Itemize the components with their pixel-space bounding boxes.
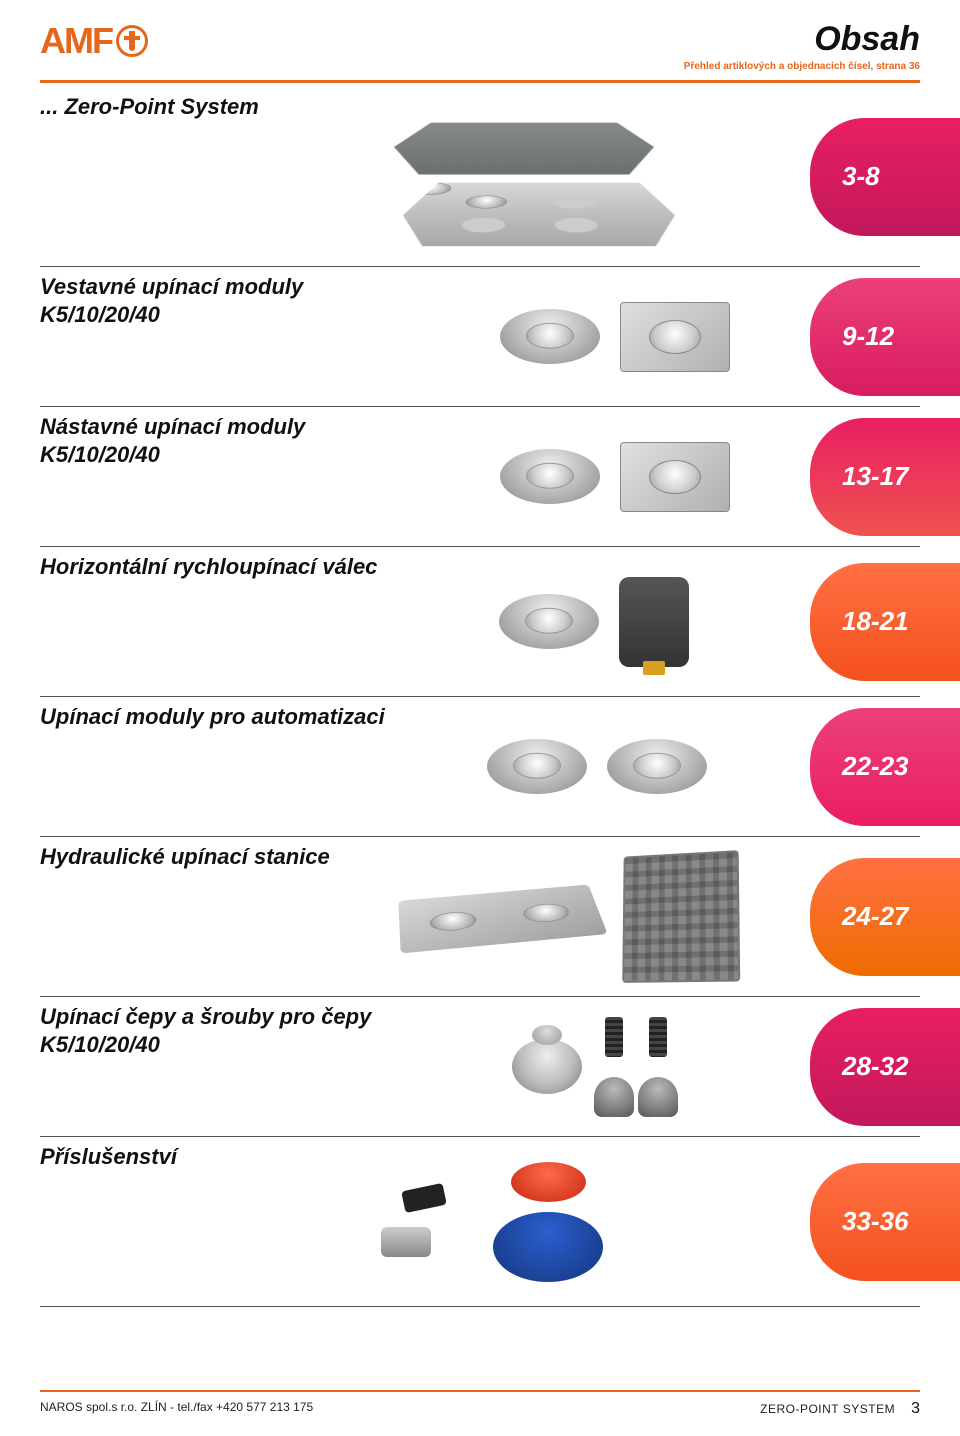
section-label: Upínací moduly pro automatizaci: [40, 697, 385, 731]
section-illustration: [177, 1137, 920, 1306]
sections-container: ... Zero-Point System3-8Vestavné upínací…: [40, 87, 920, 1307]
logo-bolt-icon: [116, 25, 148, 57]
toc-section: Upínací čepy a šrouby pro čepy K5/10/20/…: [40, 997, 920, 1137]
page-range-tab: 22-23: [810, 708, 960, 826]
page-range-tab: 33-36: [810, 1163, 960, 1281]
page: AMF Obsah Přehled artiklových a objednac…: [0, 0, 960, 1436]
page-range-tab: 3-8: [810, 118, 960, 236]
page-range-tab: 18-21: [810, 563, 960, 681]
toc-section: Horizontální rychloupínací válec18-21: [40, 547, 920, 697]
header-row: AMF Obsah Přehled artiklových a objednac…: [40, 20, 920, 72]
section-label: Upínací čepy a šrouby pro čepy K5/10/20/…: [40, 997, 371, 1058]
title-block: Obsah Přehled artiklových a objednacích …: [684, 20, 920, 72]
section-label: Vestavné upínací moduly K5/10/20/40: [40, 267, 420, 328]
toc-section: Příslušenství33-36: [40, 1137, 920, 1307]
page-range-tab: 28-32: [810, 1008, 960, 1126]
toc-section: ... Zero-Point System3-8: [40, 87, 920, 267]
page-subtitle: Přehled artiklových a objednacích čísel,…: [684, 61, 920, 72]
footer: NAROS spol.s r.o. ZLÍN - tel./fax +420 5…: [40, 1390, 920, 1418]
logo-text: AMF: [40, 20, 112, 62]
page-range-tab: 13-17: [810, 418, 960, 536]
brand-logo: AMF: [40, 20, 148, 62]
section-label: Horizontální rychloupínací válec: [40, 547, 377, 581]
footer-right: ZERO-POINT SYSTEM 3: [760, 1400, 920, 1418]
section-label: ... Zero-Point System: [40, 87, 259, 121]
footer-page-number: 3: [911, 1400, 920, 1418]
footer-left: NAROS spol.s r.o. ZLÍN - tel./fax +420 5…: [40, 1400, 313, 1418]
section-label: Příslušenství: [40, 1137, 177, 1171]
toc-section: Upínací moduly pro automatizaci22-23: [40, 697, 920, 837]
toc-section: Hydraulické upínací stanice24-27: [40, 837, 920, 997]
section-label: Nástavné upínací moduly K5/10/20/40: [40, 407, 420, 468]
footer-system: ZERO-POINT SYSTEM: [760, 1402, 895, 1416]
header-rule: [40, 80, 920, 83]
section-label: Hydraulické upínací stanice: [40, 837, 330, 871]
page-range-tab: 24-27: [810, 858, 960, 976]
page-range-tab: 9-12: [810, 278, 960, 396]
toc-section: Vestavné upínací moduly K5/10/20/409-12: [40, 267, 920, 407]
page-title: Obsah: [684, 20, 920, 59]
toc-section: Nástavné upínací moduly K5/10/20/4013-17: [40, 407, 920, 547]
